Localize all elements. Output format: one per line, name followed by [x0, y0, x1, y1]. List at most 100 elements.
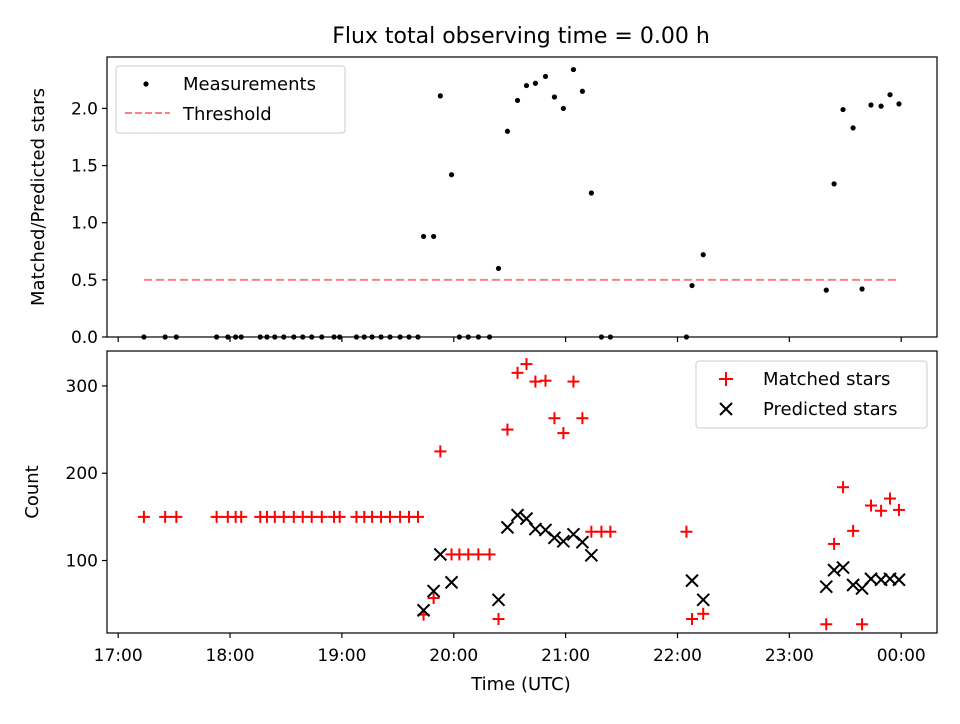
predicted-stars-point — [510, 508, 525, 522]
bottom-panel-data — [137, 358, 906, 631]
matched-stars-point — [529, 375, 542, 388]
top-panel-frame — [106, 56, 938, 338]
matched-stars-point — [511, 366, 524, 379]
measurement-point — [437, 93, 443, 99]
matched-stars-point — [520, 358, 533, 371]
measurement-point — [514, 97, 521, 104]
predicted-stars-point — [892, 573, 906, 587]
matched-stars-point — [277, 510, 290, 523]
predicted-stars-point — [547, 531, 562, 545]
top-ylabel: Matched/Predicted stars — [28, 88, 49, 306]
matched-stars-point — [875, 504, 888, 517]
measurement-point — [859, 286, 865, 292]
measurement-point — [570, 66, 577, 73]
top-ytick-label: 1.5 — [71, 157, 98, 177]
measurement-point — [504, 128, 511, 134]
measurement-point — [551, 94, 558, 100]
bottom-legend: Matched stars Predicted stars — [695, 360, 928, 429]
matched-stars-point — [856, 618, 869, 631]
bottom-xtick-label: 23:00 — [765, 646, 814, 666]
matched-stars-point — [384, 510, 397, 523]
matched-stars-point — [539, 374, 552, 387]
legend-measurements-label: Measurements — [183, 74, 316, 95]
predicted-stars-point — [500, 520, 515, 535]
predicted-stars-point — [491, 593, 506, 607]
matched-stars-point — [557, 427, 570, 440]
measurement-point — [700, 252, 706, 258]
chart-title: Flux total observing time = 0.00 h — [332, 24, 710, 49]
bottom-xtick-label: 17:00 — [94, 646, 143, 666]
bottom-panel-axes: 100 200 300 17:00 18:00 19:00 20:00 21:00 22:00 2… — [66, 377, 926, 666]
matched-stars-point — [567, 375, 580, 388]
measurement-point — [431, 233, 437, 240]
matched-stars-point — [686, 613, 699, 626]
bottom-xtick-label: 00:00 — [877, 646, 926, 666]
bottom-ylabel: Count — [22, 465, 43, 518]
top-legend-box — [115, 65, 346, 134]
predicted-stars-point — [426, 584, 441, 598]
matched-stars-point — [847, 524, 860, 537]
bottom-xtick-label: 21:00 — [541, 646, 590, 666]
matched-stars-point — [315, 510, 328, 523]
matched-stars-point — [411, 510, 424, 523]
predicted-stars-point — [846, 578, 860, 592]
legend-threshold-label: Threshold — [182, 104, 272, 125]
predicted-stars-point — [685, 573, 699, 588]
measurement-point — [823, 287, 829, 293]
legend-measurements-marker — [143, 81, 149, 87]
measurement-point — [868, 102, 874, 108]
matched-stars-point — [884, 492, 897, 505]
matched-stars-point — [427, 592, 440, 605]
predicted-stars-point — [444, 575, 459, 590]
legend-matched-label: Matched stars — [763, 369, 890, 390]
measurement-point — [878, 103, 884, 109]
matched-stars-point — [434, 445, 447, 458]
matched-stars-point — [235, 510, 248, 523]
matched-stars-point — [828, 537, 841, 550]
top-panel-data — [141, 66, 902, 340]
bottom-panel-frame — [106, 350, 938, 634]
measurement-point — [523, 82, 530, 89]
matched-stars-point — [585, 525, 598, 538]
matched-stars-point — [305, 510, 318, 523]
matched-stars-point — [576, 412, 589, 425]
matched-stars-point — [492, 613, 505, 626]
measurement-point — [896, 101, 902, 107]
measurement-point — [840, 106, 846, 113]
legend-predicted-marker — [719, 402, 733, 416]
matched-stars-point — [865, 499, 878, 512]
top-ytick-label: 2.0 — [71, 99, 98, 119]
top-panel-axes: 0.0 0.5 1.0 1.5 2.0 — [71, 99, 902, 348]
bottom-xtick-label: 22:00 — [653, 646, 702, 666]
measurement-point — [560, 105, 566, 112]
matched-stars-point — [170, 510, 183, 523]
top-legend: Measurements Threshold — [115, 65, 346, 134]
matched-stars-point — [697, 607, 710, 620]
bottom-ytick-label: 300 — [66, 377, 98, 397]
matched-stars-point — [501, 423, 514, 436]
predicted-stars-point — [556, 534, 571, 549]
matched-stars-point — [820, 618, 833, 631]
matched-stars-point — [837, 481, 850, 494]
measurement-point — [588, 190, 594, 196]
measurement-point — [542, 73, 549, 80]
matched-stars-point — [462, 548, 475, 561]
bottom-xtick-label: 19:00 — [317, 646, 366, 666]
matched-stars-point — [892, 503, 905, 516]
measurement-point — [850, 125, 856, 131]
matched-stars-point — [548, 412, 561, 425]
matched-stars-point — [472, 548, 485, 561]
predicted-stars-point — [819, 580, 833, 594]
bottom-xtick-label: 20:00 — [429, 646, 478, 666]
top-ytick-label: 0.0 — [71, 328, 98, 348]
top-ytick-label: 1.0 — [71, 214, 98, 234]
legend-predicted-label: Predicted stars — [763, 399, 897, 420]
predicted-stars-point — [433, 547, 448, 562]
matched-stars-point — [604, 525, 617, 538]
predicted-stars-point — [827, 563, 841, 577]
matched-stars-point — [333, 510, 346, 523]
bottom-xtick-label: 18:00 — [206, 646, 255, 666]
measurement-point — [532, 80, 539, 86]
top-ytick-label: 0.5 — [71, 271, 98, 291]
predicted-stars-point — [416, 603, 431, 618]
